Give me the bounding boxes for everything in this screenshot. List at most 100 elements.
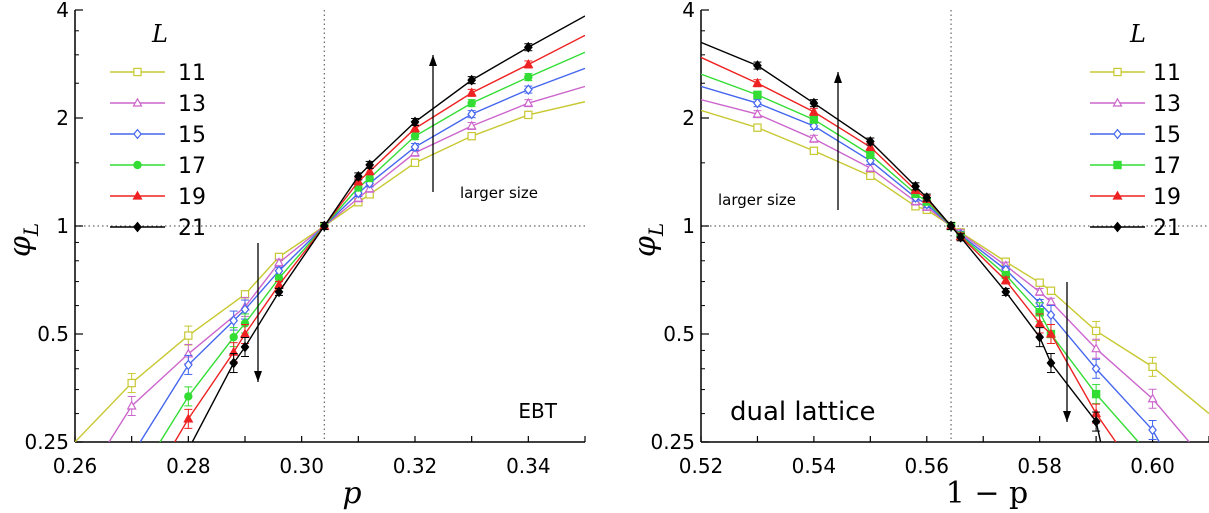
y-axis-label-subscript: L (19, 223, 43, 237)
series-line-L17 (701, 73, 1139, 442)
x-tick-label: 0.54 (792, 454, 837, 478)
y-axis-label-subscript: L (644, 223, 668, 237)
data-point-L21 (1091, 416, 1101, 427)
legend-marker-L17 (133, 160, 142, 170)
data-point-L15 (410, 141, 420, 153)
x-tick-label: 0.30 (279, 454, 324, 478)
plot-area (701, 41, 1209, 442)
y-tick-label: 0.5 (663, 322, 695, 346)
panel-left: 0.26 0.28 0.30 0.32 0.34 0.25 0.5 1 2 4 φL p L 11 13 15… (3, 0, 586, 511)
legend-marker-L15 (133, 128, 142, 140)
data-point-L21 (911, 180, 920, 192)
legend: L 11 13 15 17 19 21 (110, 20, 206, 241)
larger-size-arrow-up-head (834, 72, 842, 83)
larger-size-arrow-down-head (1063, 411, 1071, 422)
x-tick-label: 0.32 (393, 454, 438, 478)
series-line-L19 (174, 34, 585, 442)
data-point-L21 (1035, 331, 1045, 343)
legend-label-L19: 19 (178, 185, 206, 210)
legend-label-L13: 13 (178, 92, 206, 117)
legend-marker-L17 (1113, 160, 1122, 170)
legend-marker-L13 (1112, 97, 1123, 107)
data-point-L11 (184, 331, 193, 340)
data-point-L17 (184, 392, 193, 401)
y-tick-label: 0.25 (650, 430, 695, 454)
data-point-L17 (365, 173, 374, 183)
legend-label-L15: 15 (1153, 123, 1181, 148)
data-point-L13 (1091, 343, 1102, 353)
legend-title: L (151, 20, 168, 48)
data-point-L13 (865, 162, 876, 172)
legend-marker-L21 (133, 221, 142, 233)
data-point-L11 (753, 123, 762, 132)
y-axis-label: φL (3, 223, 43, 257)
data-point-L17 (229, 332, 238, 342)
data-point-L15 (1091, 363, 1101, 375)
data-point-L21 (946, 220, 956, 232)
data-point-L13 (466, 120, 477, 130)
x-tick-label: 0.60 (1130, 454, 1175, 478)
data-point-L21 (1046, 357, 1056, 369)
panel-right: 0.52 0.54 0.56 0.58 0.60 0.25 0.5 1 2 4 φL 1 − p L 11… (628, 0, 1209, 511)
data-point-L19 (183, 413, 194, 423)
data-point-L21 (467, 74, 477, 86)
data-point-L21 (240, 341, 250, 353)
legend-marker-L13 (132, 97, 143, 107)
panel-label: dual lattice (730, 397, 875, 427)
legend-marker-L11 (1113, 67, 1122, 77)
data-point-L11 (1148, 362, 1157, 372)
y-tick-label: 0.25 (24, 430, 69, 454)
data-point-L11 (1091, 326, 1101, 336)
data-point-L17 (1091, 389, 1101, 399)
data-point-L13 (808, 133, 819, 143)
legend-label-L17: 17 (1153, 154, 1181, 179)
data-point-L21 (274, 286, 284, 298)
legend-marker-L11 (133, 67, 142, 77)
data-point-L17 (524, 72, 533, 82)
data-point-L11 (410, 158, 420, 168)
data-point-L13 (1045, 296, 1056, 306)
legend-label-L21: 21 (178, 216, 206, 241)
data-point-L21 (523, 41, 533, 53)
data-point-L21 (410, 116, 420, 128)
legend-title: L (1129, 20, 1146, 48)
data-point-L19 (808, 106, 819, 116)
data-point-L19 (409, 123, 421, 133)
y-tick-label: 4 (682, 0, 695, 22)
larger-size-label: larger size (718, 191, 796, 209)
data-point-L11 (240, 290, 250, 299)
data-point-L21 (865, 136, 875, 147)
data-point-L21 (956, 231, 966, 243)
x-tick-label: 0.26 (53, 454, 98, 478)
data-point-L15 (183, 359, 193, 371)
data-point-L17 (809, 115, 819, 124)
legend-label-L21: 21 (1153, 216, 1181, 241)
series-line-L11 (701, 109, 1209, 415)
data-point-L11 (1046, 286, 1056, 295)
y-tick-label: 2 (56, 106, 69, 130)
x-tick-label: 0.34 (506, 454, 551, 478)
series-line-L11 (75, 101, 585, 442)
data-point-L15 (467, 108, 477, 120)
series-line-L19 (701, 56, 1117, 442)
data-point-L15 (809, 120, 819, 132)
data-point-L17 (410, 131, 420, 141)
legend: L 11 13 15 17 19 21 (1090, 20, 1181, 241)
legend-marker-L15 (1113, 128, 1122, 140)
legend-marker-L19 (132, 190, 143, 200)
larger-size-arrow-down-head (254, 371, 262, 382)
legend-label-L13: 13 (1153, 92, 1181, 117)
data-point-L15 (1148, 424, 1157, 436)
data-point-L21 (365, 159, 375, 171)
x-tick-label: 0.28 (166, 454, 211, 478)
data-point-L17 (866, 150, 875, 159)
data-point-L17 (753, 90, 762, 100)
data-point-L11 (524, 110, 533, 120)
data-point-L15 (1046, 309, 1056, 321)
legend-marker-L21 (1113, 221, 1122, 233)
data-point-L13 (752, 108, 763, 118)
data-point-L15 (523, 84, 533, 95)
data-point-L13 (126, 400, 137, 410)
series-line-L15 (139, 67, 585, 442)
